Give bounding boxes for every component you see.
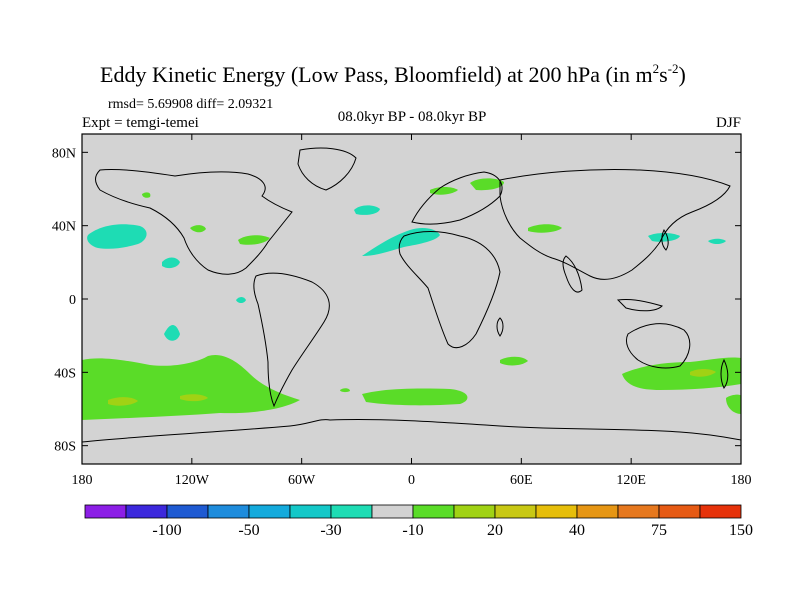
colorbar-label: -100 [152,522,181,539]
lon-label: 60E [510,473,533,488]
colorbar-label: -10 [402,522,423,539]
colorbar-box [84,504,127,519]
lon-label: 180 [731,473,752,488]
figure-title: Eddy Kinetic Energy (Low Pass, Bloomfiel… [100,61,686,87]
colorbar-label: 40 [569,522,585,539]
neg-region-north-pacific [87,224,147,249]
lat-label: 80N [52,146,76,161]
lon-label: 180 [72,473,93,488]
coast-greenland [297,147,357,191]
coast-asia [499,168,731,280]
pos-region-asia [528,224,562,233]
neg-region-north-pacific-small [162,257,180,269]
lat-label: 40N [52,220,76,235]
colorbar-box [166,504,209,519]
coast-india [562,255,583,293]
neg-region-north-atlantic [354,205,380,215]
colorbar-box [412,504,455,519]
coast-africa [398,231,501,349]
neg-region-south-pacific [164,325,180,341]
coast-antarctica [82,418,741,443]
lat-label: 0 [69,293,76,308]
coastlines [82,147,741,443]
coast-australia [625,323,691,369]
pos-region-southern-pacific [82,354,300,420]
colorbar-box [617,504,660,519]
colorbar-label: 20 [487,522,503,539]
colorbar-box [576,504,619,519]
neg-region-pacific-east [708,238,726,244]
colorbar-box [371,504,414,519]
colorbar: -100 -50 -30 -10 20 40 75 150 [84,504,753,539]
colorbar-box [658,504,701,519]
pos-region-australia-tasman [622,357,741,390]
lon-label: 120E [616,473,646,488]
colorbar-box [453,504,496,519]
axes: 80N 40N 0 40S 80S 180 120W 60W 0 60E 120E 180 [52,134,752,488]
period-text: 08.0kyr BP - 08.0kyr BP [338,109,487,125]
colorbar-label: 150 [729,522,753,539]
neg-region-japan [648,233,680,242]
colorbar-label: -30 [320,522,341,539]
contour-fills [82,147,741,443]
colorbar-box [289,504,332,519]
pos-region-pacific-nw [190,225,206,233]
pos-region-tasman-core [690,369,716,377]
coast-south-america [253,272,330,408]
colorbar-label: -50 [238,522,259,539]
pos-region-southern-pacific-core-2 [180,394,208,402]
pos-region-indian-ocean [500,356,528,366]
pos-region-north-america [238,235,270,245]
coast-japan [661,229,669,251]
colorbar-box [494,504,537,519]
expt-text: Expt = temgi-temei [82,115,199,131]
lon-label: 120W [175,473,210,488]
pos-region-southern-atlantic-small [340,388,350,393]
colorbar-box [248,504,291,519]
colorbar-box [699,504,742,519]
pos-region-south-pacific-east [726,394,741,414]
lat-label: 40S [54,366,76,381]
coast-new-zealand [720,358,729,389]
pos-region-europe [430,187,458,195]
pos-region-scandinavia [470,178,504,191]
neg-region-north-africa [362,227,440,256]
pos-region-southern-atlantic [362,388,468,406]
colorbar-label: 75 [651,522,667,539]
colorbar-box [207,504,250,519]
stats-text: rmsd= 5.69908 diff= 2.09321 [108,97,273,112]
lon-label: 0 [408,473,415,488]
season-text: DJF [716,115,741,131]
coast-indonesia [616,299,663,312]
colorbar-box [535,504,578,519]
lon-label: 60W [288,473,316,488]
colorbar-box [125,504,168,519]
neg-region-tropics-1 [236,297,246,303]
colorbar-box [330,504,373,519]
coast-north-america [95,168,293,275]
pos-region-southern-pacific-core [108,397,138,406]
pos-region-north-pacific-west [142,192,151,198]
lat-label: 80S [54,440,76,455]
coast-madagascar [496,317,504,337]
